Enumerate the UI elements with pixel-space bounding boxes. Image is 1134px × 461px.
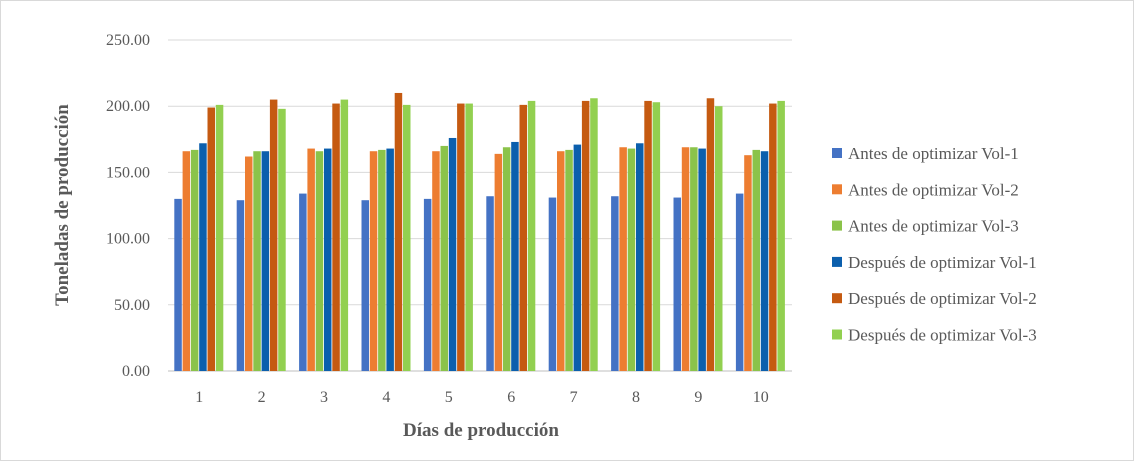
bar (199, 143, 207, 371)
y-axis-title: Toneladas de producción (52, 104, 73, 306)
bar (324, 148, 332, 371)
bar (706, 98, 715, 372)
bar (278, 108, 286, 372)
bar (752, 149, 760, 371)
x-tick-label: 5 (445, 389, 453, 406)
bar (698, 148, 706, 371)
legend-swatch (832, 148, 842, 158)
legend-label: Antes de optimizar Vol-2 (848, 180, 1019, 199)
legend-swatch (832, 184, 842, 195)
bar (423, 198, 432, 371)
bar (245, 156, 253, 371)
y-tick-labels: 0.00 50.00 100.00 150.00 200.00 250.00 (106, 32, 150, 380)
bar (394, 92, 403, 372)
bar (315, 151, 324, 371)
bar (190, 149, 199, 371)
bar (627, 148, 636, 371)
bar (465, 103, 473, 371)
legend-swatch (832, 293, 842, 304)
bar (735, 193, 744, 371)
bar (557, 151, 565, 371)
bar (681, 147, 690, 371)
bar (486, 196, 494, 371)
bar (261, 151, 270, 371)
bar (519, 104, 527, 371)
bar (573, 144, 582, 371)
bar (340, 99, 349, 371)
bar (215, 104, 224, 371)
bar (502, 147, 511, 371)
y-tick-label: 150.00 (106, 164, 150, 181)
bar (715, 106, 723, 371)
bar (457, 103, 465, 371)
bar (511, 141, 519, 371)
bar (307, 148, 315, 371)
bar (182, 151, 191, 371)
x-tick-label: 9 (694, 389, 702, 406)
bar (777, 100, 785, 372)
x-tick-label: 4 (382, 389, 390, 406)
x-tick-label: 2 (258, 389, 266, 406)
bar (378, 149, 386, 371)
x-tick-label: 10 (753, 389, 769, 406)
x-tick-label: 8 (632, 389, 640, 406)
bar (590, 98, 598, 372)
bar (440, 145, 448, 371)
bar (432, 151, 440, 371)
bar (548, 197, 557, 371)
x-tick-labels: 1 2 3 4 5 6 7 8 9 10 (195, 389, 769, 406)
y-tick-label: 200.00 (106, 98, 150, 115)
y-tick-label: 50.00 (114, 297, 150, 314)
x-tick-label: 7 (570, 389, 578, 406)
bar (299, 193, 307, 371)
y-tick-label: 250.00 (106, 32, 150, 49)
legend-label: Después de optimizar Vol-2 (848, 289, 1037, 308)
y-tick-label: 100.00 (106, 231, 150, 248)
y-tick-label: 0.00 (122, 363, 150, 380)
legend: Antes de optimizar Vol-1 Antes de optimiz… (832, 144, 1037, 345)
bar (565, 149, 573, 371)
bar (174, 198, 182, 371)
legend-label: Después de optimizar Vol-1 (848, 253, 1037, 272)
bar (690, 147, 698, 371)
bar (527, 100, 536, 372)
bar (744, 155, 752, 371)
legend-swatch (832, 329, 842, 340)
bar (369, 151, 378, 371)
bar (611, 196, 619, 371)
bar (652, 102, 661, 371)
bar (386, 148, 394, 371)
bar (403, 104, 411, 371)
x-tick-label: 1 (195, 389, 203, 406)
legend-label: Antes de optimizar Vol-3 (848, 217, 1019, 236)
legend-label: Después de optimizar Vol-3 (848, 326, 1037, 345)
x-tick-label: 6 (507, 389, 515, 406)
bar (673, 197, 681, 371)
bar (581, 100, 590, 372)
bar (494, 153, 503, 371)
bar (619, 147, 627, 371)
x-axis-title: Días de producción (403, 420, 559, 441)
bar (332, 103, 340, 371)
bar (236, 200, 245, 371)
bar (253, 151, 261, 371)
legend-swatch (832, 220, 842, 231)
bar (269, 99, 278, 371)
bar (361, 200, 369, 371)
legend-swatch (832, 256, 842, 267)
bar (207, 107, 215, 372)
x-tick-label: 3 (320, 389, 328, 406)
bar (769, 103, 777, 371)
legend-label: Antes de optimizar Vol-1 (848, 144, 1019, 163)
bar (636, 143, 644, 371)
bar (448, 137, 457, 371)
bars (174, 92, 785, 372)
bar (760, 151, 769, 371)
bar (644, 100, 652, 372)
